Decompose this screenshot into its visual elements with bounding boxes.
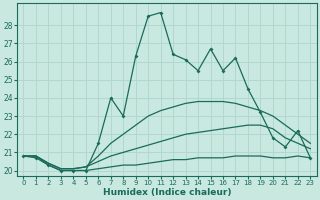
X-axis label: Humidex (Indice chaleur): Humidex (Indice chaleur) [103, 188, 231, 197]
